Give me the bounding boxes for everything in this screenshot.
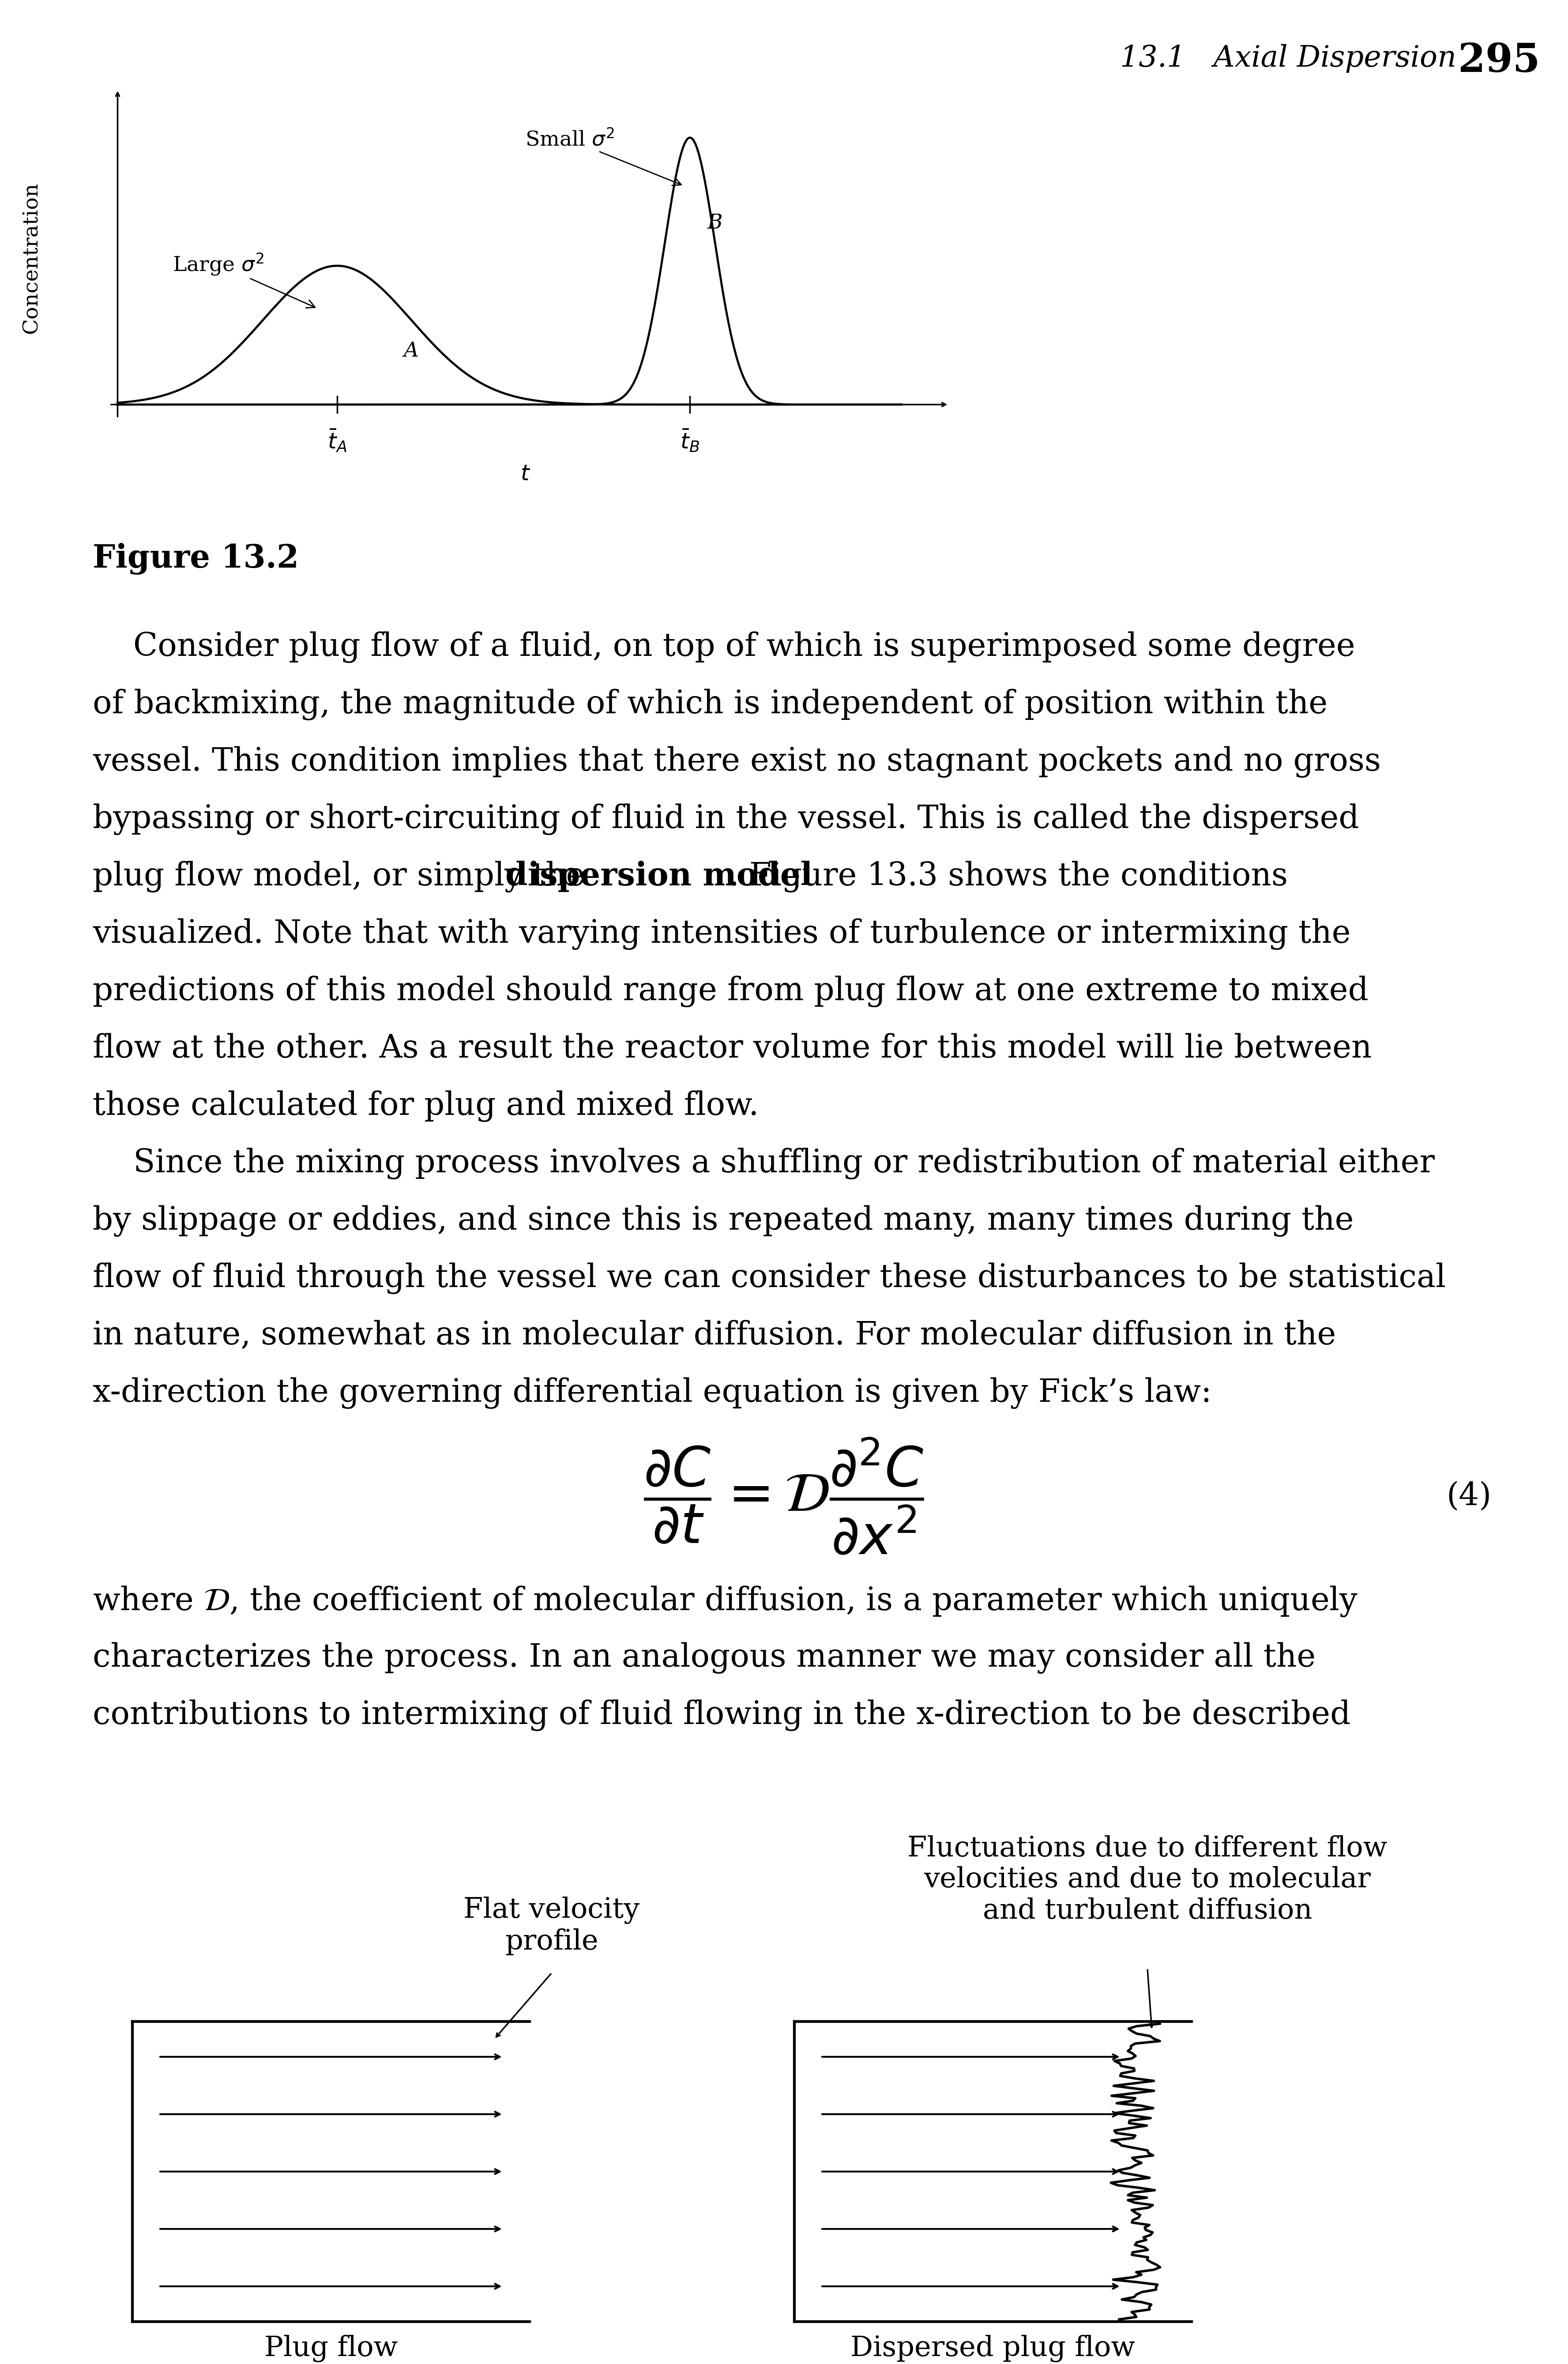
- Text: Fluctuations due to different flow
velocities and due to molecular
and turbulent: Fluctuations due to different flow veloc…: [908, 1834, 1388, 1924]
- Text: 13.1   Axial Dispersion: 13.1 Axial Dispersion: [1120, 45, 1457, 73]
- Text: Figure 13.2: Figure 13.2: [93, 544, 299, 574]
- Text: visualized. Note that with varying intensities of turbulence or intermixing the: visualized. Note that with varying inten…: [93, 917, 1350, 950]
- Text: dispersion model: dispersion model: [505, 860, 812, 891]
- Text: where $\mathcal{D}$, the coefficient of molecular diffusion, is a parameter whic: where $\mathcal{D}$, the coefficient of …: [93, 1584, 1358, 1617]
- Text: Small $\sigma^2$: Small $\sigma^2$: [525, 130, 681, 184]
- Text: Concentration: Concentration: [22, 182, 41, 333]
- Text: x-direction the governing differential equation is given by Fick’s law:: x-direction the governing differential e…: [93, 1378, 1212, 1409]
- Text: $\bar{t}_B$: $\bar{t}_B$: [681, 428, 699, 454]
- Text: predictions of this model should range from plug flow at one extreme to mixed: predictions of this model should range f…: [93, 976, 1369, 1007]
- Text: Consider plug flow of a fluid, on top of which is superimposed some degree: Consider plug flow of a fluid, on top of…: [93, 631, 1355, 662]
- Text: $\dfrac{\partial C}{\partial t} = \mathcal{D}\dfrac{\partial^2 C}{\partial x^2}$: $\dfrac{\partial C}{\partial t} = \mathc…: [643, 1437, 924, 1556]
- Text: $\bar{t}_A$: $\bar{t}_A$: [328, 428, 347, 454]
- Text: those calculated for plug and mixed flow.: those calculated for plug and mixed flow…: [93, 1090, 759, 1123]
- Text: characterizes the process. In an analogous manner we may consider all the: characterizes the process. In an analogo…: [93, 1643, 1316, 1674]
- Text: Dispersed plug flow: Dispersed plug flow: [850, 2336, 1135, 2362]
- Text: vessel. This condition implies that there exist no stagnant pockets and no gross: vessel. This condition implies that ther…: [93, 747, 1381, 778]
- Text: $t$: $t$: [521, 463, 530, 485]
- Text: by slippage or eddies, and since this is repeated many, many times during the: by slippage or eddies, and since this is…: [93, 1206, 1353, 1236]
- Text: flow at the other. As a result the reactor volume for this model will lie betwee: flow at the other. As a result the react…: [93, 1033, 1372, 1064]
- Text: flow of fluid through the vessel we can consider these disturbances to be statis: flow of fluid through the vessel we can …: [93, 1262, 1446, 1293]
- Text: Plug flow: Plug flow: [265, 2336, 398, 2362]
- Text: Large $\sigma^2$: Large $\sigma^2$: [172, 251, 315, 307]
- Text: . Figure 13.3 shows the conditions: . Figure 13.3 shows the conditions: [729, 860, 1287, 891]
- Text: of backmixing, the magnitude of which is independent of position within the: of backmixing, the magnitude of which is…: [93, 688, 1328, 721]
- Text: Flat velocity
profile: Flat velocity profile: [464, 1896, 640, 1955]
- Text: contributions to intermixing of fluid flowing in the x-direction to be described: contributions to intermixing of fluid fl…: [93, 1700, 1350, 1730]
- Text: plug flow model, or simply the: plug flow model, or simply the: [93, 860, 596, 891]
- Text: A: A: [405, 340, 419, 362]
- Text: in nature, somewhat as in molecular diffusion. For molecular diffusion in the: in nature, somewhat as in molecular diff…: [93, 1319, 1336, 1350]
- Text: Since the mixing process involves a shuffling or redistribution of material eith: Since the mixing process involves a shuf…: [93, 1147, 1435, 1180]
- Text: B: B: [707, 213, 723, 234]
- Text: bypassing or short-circuiting of fluid in the vessel. This is called the dispers: bypassing or short-circuiting of fluid i…: [93, 804, 1359, 834]
- Text: 295: 295: [1458, 43, 1540, 80]
- Text: (4): (4): [1446, 1480, 1491, 1513]
